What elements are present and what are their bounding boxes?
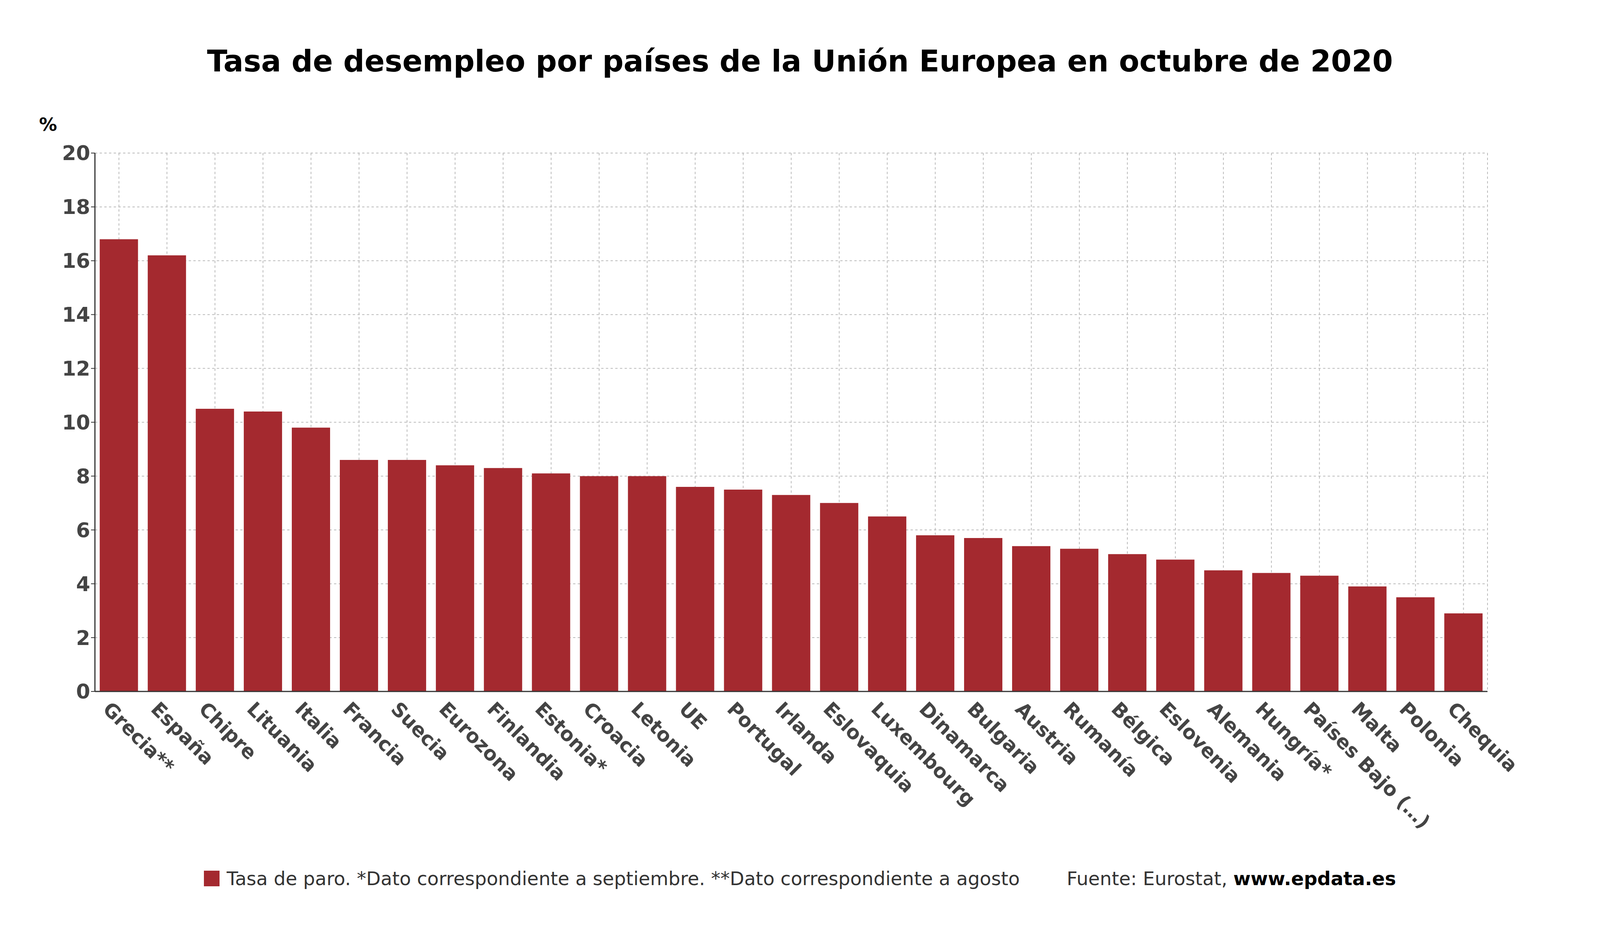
svg-text:Hungría*: Hungría*	[1250, 697, 1337, 784]
svg-text:Suecia: Suecia	[386, 697, 454, 766]
svg-text:Chipre: Chipre	[194, 697, 262, 765]
svg-text:Portugal: Portugal	[722, 697, 806, 781]
svg-text:Chequia: Chequia	[1442, 697, 1523, 777]
svg-text:6: 6	[76, 518, 91, 543]
svg-text:2: 2	[76, 626, 91, 650]
svg-text:UE: UE	[674, 697, 712, 735]
svg-text:18: 18	[62, 195, 91, 219]
svg-text:Finlandia: Finlandia	[482, 697, 571, 786]
html-text:Fuente: Eurostat, www.epdata.e: Fuente: Eurostat, www.epdata.es	[1066, 867, 1396, 890]
svg-text:Alemania: Alemania	[1202, 697, 1292, 787]
svg-text:14: 14	[62, 303, 91, 327]
svg-text:Bélgica: Bélgica	[1106, 697, 1180, 771]
svg-text:Bulgaria: Bulgaria	[962, 697, 1044, 780]
svg-text:16: 16	[62, 249, 91, 273]
svg-text:20: 20	[62, 141, 91, 165]
svg-text:Eurozona: Eurozona	[434, 697, 523, 787]
svg-text:Polonia: Polonia	[1394, 697, 1469, 772]
svg-text:Países Bajo (…): Países Bajo (…)	[1298, 697, 1435, 834]
svg-text:Dinamarca: Dinamarca	[914, 697, 1015, 798]
svg-text:Italia: Italia	[290, 697, 347, 754]
svg-text:Grecia**: Grecia**	[98, 697, 179, 779]
svg-text:Lituania: Lituania	[242, 697, 322, 778]
svg-text:Francia: Francia	[338, 697, 412, 771]
svg-text:8: 8	[76, 464, 91, 489]
svg-text:Irlanda: Irlanda	[770, 697, 842, 769]
html-text:Tasa de paro. *Dato correspond: Tasa de paro. *Dato correspondiente a se…	[226, 867, 1020, 890]
svg-text:4: 4	[76, 572, 91, 597]
svg-text:Eslovenia: Eslovenia	[1154, 697, 1245, 789]
svg-text:Croacia: Croacia	[578, 697, 653, 772]
svg-text:Eslovaquia: Eslovaquia	[818, 697, 919, 798]
svg-text:0: 0	[76, 680, 91, 704]
svg-text:Malta: Malta	[1346, 697, 1407, 758]
svg-text:España: España	[146, 697, 219, 770]
svg-text:Austria: Austria	[1010, 697, 1084, 771]
svg-text:Estonia*: Estonia*	[530, 697, 612, 779]
html-text:Tasa de desempleo por países d: Tasa de desempleo por países de la Unión…	[207, 43, 1393, 79]
svg-text:Luxembourg: Luxembourg	[866, 697, 980, 812]
svg-text:12: 12	[62, 357, 91, 381]
svg-text:10: 10	[62, 410, 91, 435]
svg-text:Letonia: Letonia	[626, 697, 701, 773]
svg-text:Rumanía: Rumanía	[1058, 697, 1143, 782]
